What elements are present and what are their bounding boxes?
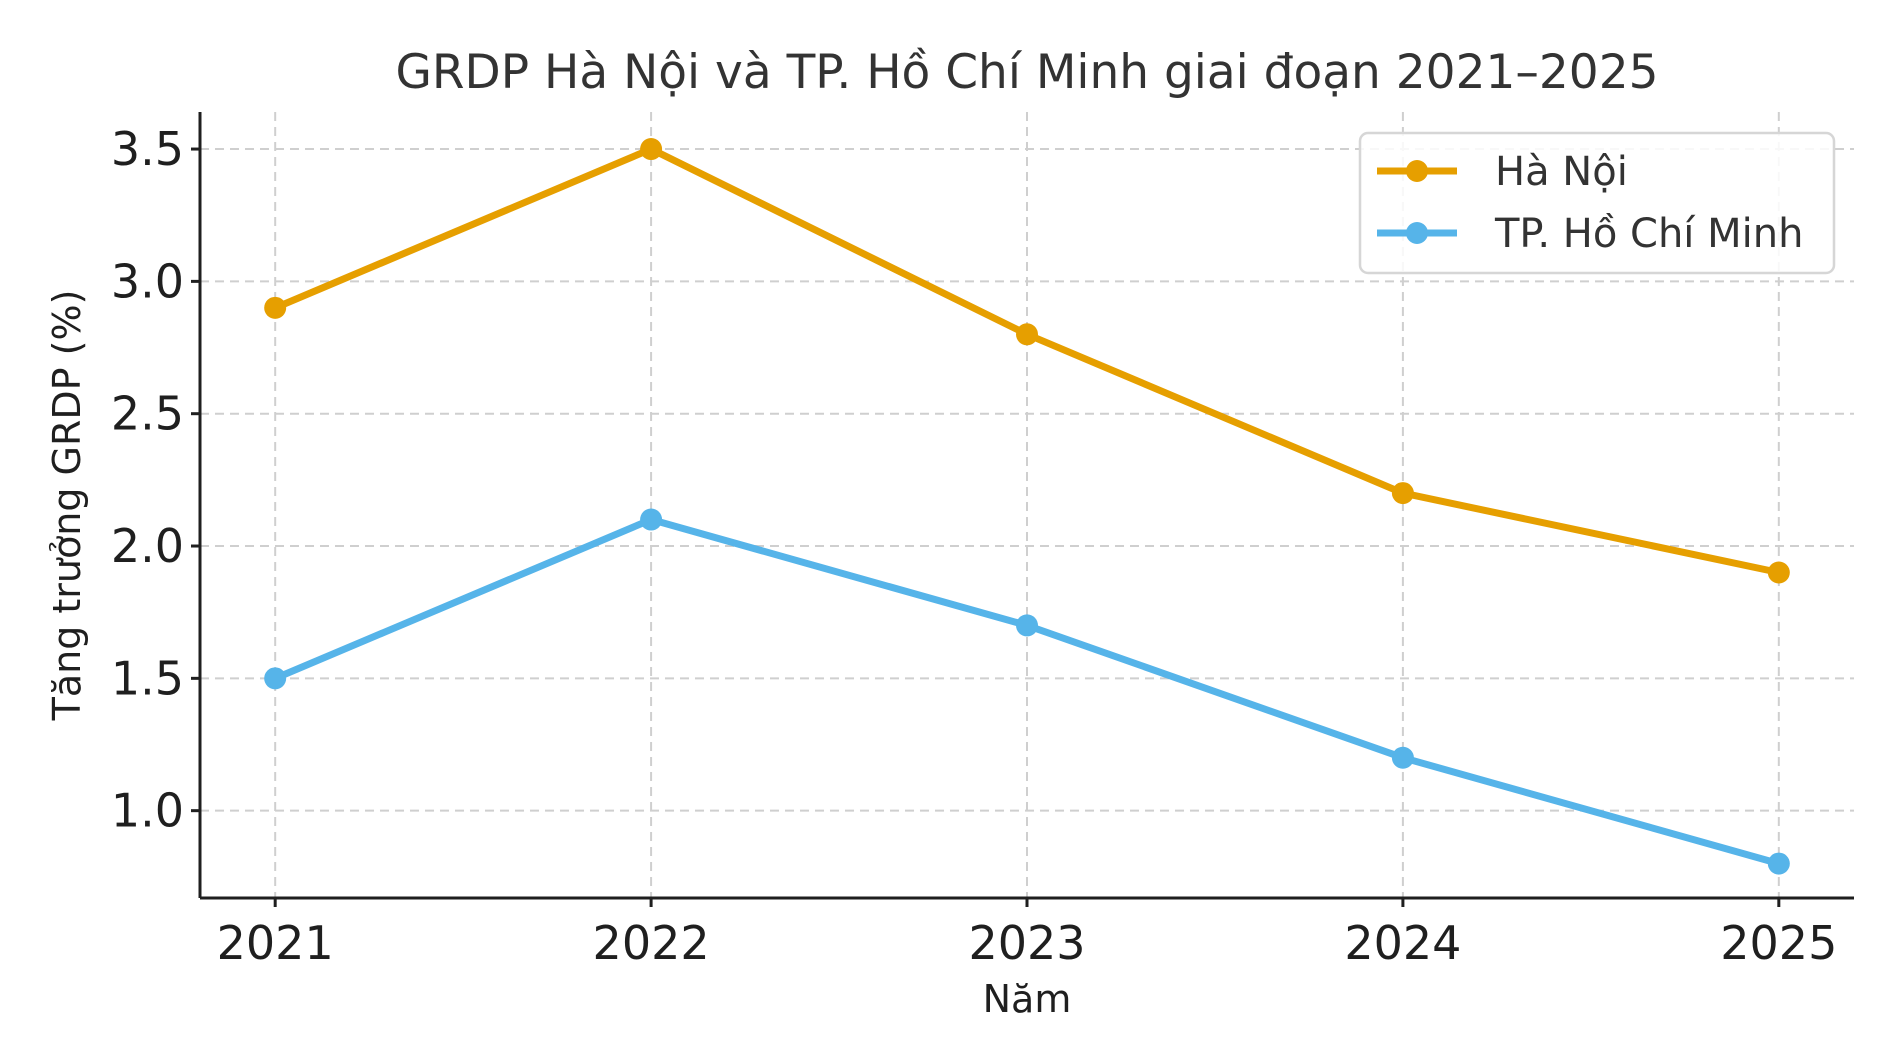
x-tick-label: 2021 xyxy=(217,916,334,970)
ticks: 2021 2022 2023 2024 2025 1.0 1.5 2.0 2.5 3.0 3.5 xyxy=(111,122,1838,970)
legend-marker-tp-ho-chi-minh xyxy=(1406,222,1428,244)
legend-frame xyxy=(1358,131,1836,275)
legend-label-tp-ho-chi-minh: TP. Hồ Chí Minh xyxy=(1494,211,1803,257)
data-point-tp-ho-chi-minh-2021 xyxy=(264,667,287,690)
legend-marker-ha-noi xyxy=(1406,160,1428,182)
data-point-tp-ho-chi-minh-2022 xyxy=(640,508,663,531)
series-tp-ho-chi-minh xyxy=(264,508,1790,875)
x-axis-label: Năm xyxy=(983,977,1072,1021)
series-line-tp-ho-chi-minh xyxy=(271,516,1783,868)
y-tick-label: 2.0 xyxy=(111,519,184,573)
x-tick-label: 2025 xyxy=(1720,916,1837,970)
data-point-tp-ho-chi-minh-2024 xyxy=(1391,746,1414,769)
chart-title: GRDP Hà Nội và TP. Hồ Chí Minh giai đoạn… xyxy=(395,45,1658,100)
data-point-ha-noi-2022 xyxy=(640,138,663,161)
legend: Hà Nội TP. Hồ Chí Minh xyxy=(1358,131,1836,275)
x-tick-label: 2022 xyxy=(593,916,710,970)
series-ha-noi xyxy=(264,138,1790,584)
y-tick-label: 2.5 xyxy=(111,387,184,441)
data-point-ha-noi-2025 xyxy=(1767,561,1790,584)
data-point-ha-noi-2024 xyxy=(1391,482,1414,505)
legend-entry-ha-noi: Hà Nội xyxy=(1377,149,1628,195)
y-tick-label: 1.5 xyxy=(111,651,184,705)
legend-entry-tp-ho-chi-minh: TP. Hồ Chí Minh xyxy=(1377,211,1803,257)
grid xyxy=(200,112,1854,898)
data-point-tp-ho-chi-minh-2023 xyxy=(1016,614,1038,637)
series xyxy=(264,138,1790,875)
y-tick-label: 1.0 xyxy=(111,784,184,838)
x-tick-label: 2024 xyxy=(1344,916,1461,970)
y-axis-label: Tăng trưởng GRDP (%) xyxy=(45,290,89,722)
data-point-ha-noi-2023 xyxy=(1016,323,1038,346)
data-point-ha-noi-2021 xyxy=(264,296,287,319)
y-tick-label: 3.5 xyxy=(111,122,184,176)
y-tick-label: 3.0 xyxy=(111,254,184,308)
legend-label-ha-noi: Hà Nội xyxy=(1495,149,1628,195)
x-tick-label: 2023 xyxy=(968,916,1085,970)
data-point-tp-ho-chi-minh-2025 xyxy=(1767,852,1790,875)
